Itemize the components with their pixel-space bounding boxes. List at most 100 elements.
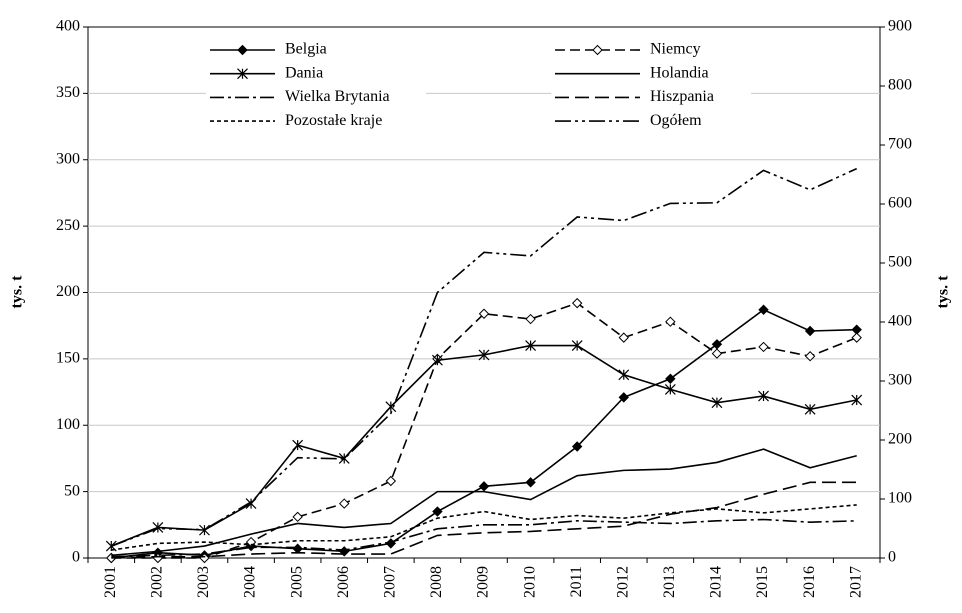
x-tick-label: 2016 <box>801 566 818 598</box>
y2-tick-label: 800 <box>888 77 912 94</box>
x-tick-label: 2013 <box>661 566 678 598</box>
marker <box>665 316 676 327</box>
legend-label: Wielka Brytania <box>285 88 390 105</box>
x-tick-label: 2017 <box>847 566 864 598</box>
marker <box>245 536 257 548</box>
marker <box>664 383 676 395</box>
y-axis-label: tys. t <box>9 275 26 309</box>
series-line <box>111 167 858 547</box>
y-tick-label: 250 <box>56 217 80 234</box>
y2-tick-label: 600 <box>888 195 912 212</box>
series-line <box>111 448 857 557</box>
marker <box>571 340 583 352</box>
marker <box>758 390 769 402</box>
marker <box>478 481 490 492</box>
y2-tick-label: 200 <box>888 431 912 448</box>
legend-bg <box>551 63 751 84</box>
marker <box>525 340 537 352</box>
legend-marker <box>237 68 248 80</box>
marker <box>431 354 443 366</box>
series-line <box>111 504 857 551</box>
y2-tick-label: 300 <box>888 372 912 389</box>
y-tick-label: 150 <box>56 350 80 367</box>
y2-tick-label: 0 <box>888 549 896 566</box>
marker <box>525 313 536 325</box>
series-line <box>111 302 858 559</box>
y-tick-label: 200 <box>56 283 80 300</box>
legend-label: Hiszpania <box>650 88 714 105</box>
marker <box>618 369 630 381</box>
series-line <box>111 518 857 558</box>
series-line <box>111 481 857 559</box>
x-tick-label: 2004 <box>242 566 259 598</box>
legend-bg <box>206 111 426 132</box>
y-tick-label: 50 <box>64 482 80 499</box>
legend-label: Belgia <box>285 41 327 58</box>
x-tick-label: 2014 <box>708 566 725 598</box>
legend-label: Holandia <box>650 64 709 81</box>
marker <box>804 403 816 415</box>
legend-marker <box>592 44 603 56</box>
marker <box>758 341 769 353</box>
marker <box>152 522 164 533</box>
marker <box>339 498 350 509</box>
marker <box>851 394 863 406</box>
y2-tick-label: 900 <box>888 18 912 35</box>
x-tick-label: 2002 <box>149 566 166 598</box>
marker <box>571 441 583 452</box>
legend-bg <box>551 40 751 60</box>
y2-axis-label: tys. t <box>935 275 952 309</box>
y-tick-label: 400 <box>56 18 80 35</box>
legend-bg <box>551 87 751 108</box>
y2-tick-label: 700 <box>888 136 912 153</box>
y2-tick-label: 400 <box>888 313 912 330</box>
marker <box>478 308 490 319</box>
marker <box>292 511 303 523</box>
y-tick-label: 0 <box>72 549 80 566</box>
marker <box>292 543 303 554</box>
marker <box>804 351 816 362</box>
marker <box>432 506 443 517</box>
marker <box>292 439 304 451</box>
marker <box>758 304 769 315</box>
x-tick-label: 2003 <box>195 566 212 598</box>
legend-bg <box>206 63 426 84</box>
y2-tick-label: 100 <box>888 490 912 507</box>
marker <box>711 348 723 359</box>
x-tick-label: 2011 <box>568 566 585 597</box>
marker <box>618 392 629 403</box>
marker <box>851 332 862 343</box>
marker <box>711 397 723 409</box>
legend-label: Ogółem <box>650 112 702 129</box>
marker <box>478 349 490 361</box>
y-tick-label: 350 <box>56 84 80 101</box>
legend-marker <box>237 44 248 56</box>
x-tick-label: 2010 <box>521 566 538 598</box>
y2-tick-label: 500 <box>888 254 912 271</box>
x-tick-label: 2009 <box>475 566 492 598</box>
marker <box>618 332 629 343</box>
series-line <box>110 344 857 547</box>
legend-bg <box>551 111 751 132</box>
y-tick-label: 100 <box>56 416 80 433</box>
x-tick-label: 2015 <box>754 566 771 598</box>
marker <box>245 498 257 509</box>
marker <box>525 477 536 488</box>
y-tick-label: 300 <box>56 150 80 167</box>
x-tick-label: 2001 <box>102 566 119 598</box>
marker <box>385 401 397 413</box>
x-tick-label: 2007 <box>381 566 398 598</box>
legend-label: Pozostałe kraje <box>285 112 382 129</box>
legend-label: Niemcy <box>650 41 701 58</box>
marker <box>385 475 397 487</box>
x-tick-label: 2006 <box>335 566 352 598</box>
legend-label: Dania <box>285 64 323 81</box>
marker <box>665 373 676 384</box>
legend-bg <box>206 40 426 60</box>
x-tick-label: 2005 <box>288 566 305 598</box>
legend-bg <box>206 87 426 108</box>
marker <box>571 297 583 309</box>
marker <box>804 325 816 337</box>
x-tick-label: 2012 <box>614 566 631 598</box>
